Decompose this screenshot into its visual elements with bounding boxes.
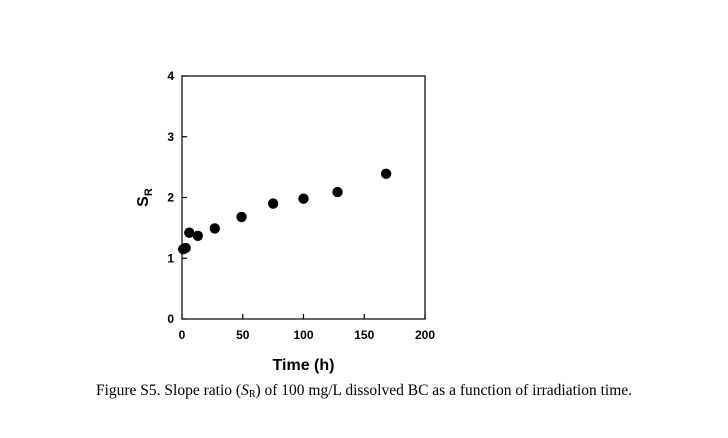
data-point [180, 242, 191, 254]
data-point [298, 193, 309, 204]
y-tick-label: 1 [167, 251, 174, 265]
x-tick-label: 50 [236, 328, 250, 342]
x-tick-label: 100 [293, 328, 313, 342]
y-tick-label: 0 [167, 312, 174, 326]
caption-suffix: ) of 100 mg/L dissolved BC as a function… [255, 382, 633, 399]
data-point [209, 223, 221, 234]
x-tick-label: 150 [354, 328, 374, 342]
data-point [192, 230, 203, 241]
caption-symbol-sub: R [248, 389, 256, 400]
y-tick-label: 3 [167, 130, 174, 144]
x-tick-label: 200 [415, 328, 435, 342]
figure-caption: Figure S5. Slope ratio (SR) of 100 mg/L … [0, 382, 728, 400]
axis-ticks: 0 50 100 150 200 0 1 2 3 4 [167, 69, 435, 342]
data-point [380, 168, 392, 180]
y-axis-title-main: S [135, 196, 152, 207]
x-tick-label: 0 [179, 328, 186, 342]
data-point [236, 211, 247, 223]
y-tick-label: 2 [167, 191, 174, 205]
data-point [184, 227, 195, 238]
caption-prefix: Figure S5. Slope ratio ( [95, 382, 242, 399]
data-points [178, 168, 392, 255]
x-axis-title: Time (h) [273, 357, 335, 374]
y-tick-label: 4 [167, 69, 174, 83]
data-point [332, 186, 343, 198]
y-axis-title: SR [135, 188, 155, 207]
caption-symbol: S [241, 382, 249, 399]
y-axis-title-sub: R [143, 188, 155, 196]
data-point [267, 198, 279, 209]
